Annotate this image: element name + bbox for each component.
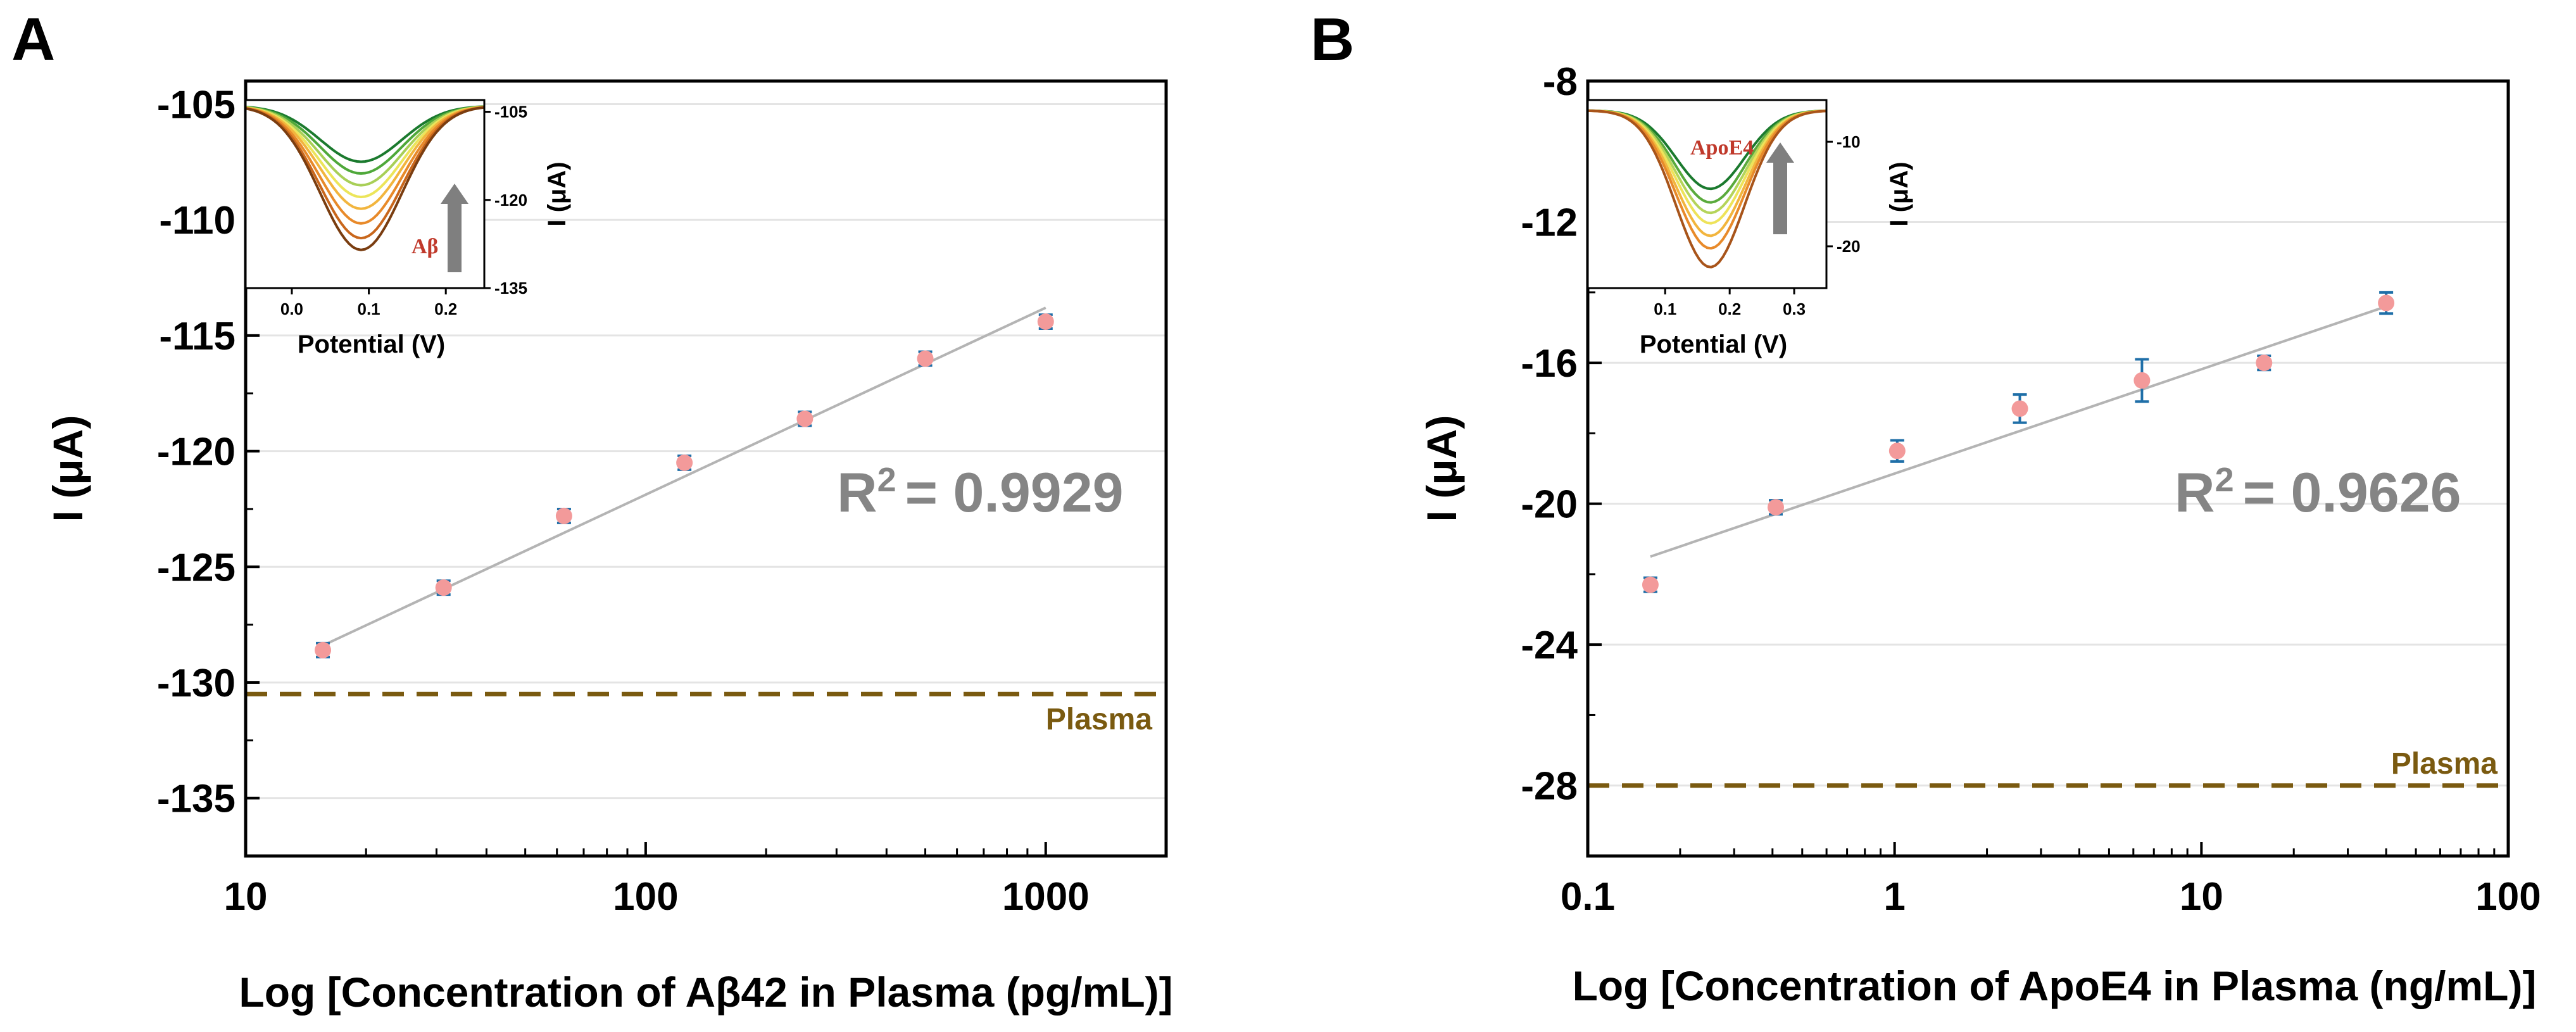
trend-arrow-head [1766, 142, 1794, 163]
dpv-curve [245, 106, 485, 251]
plot-frame [1586, 79, 2510, 858]
dpv-curve [245, 105, 485, 163]
x-axis-title: Log [Concentration of Aβ42 in Plasma (pg… [239, 969, 1172, 1016]
r2-prefix: R [2175, 461, 2215, 524]
dpv-curve [245, 106, 485, 225]
inset-y-tick-label: -120 [494, 191, 527, 210]
r2-superscript: 2 [2215, 461, 2234, 499]
x-tick-label: 10 [2180, 875, 2223, 919]
x-tick-label: 0.1 [1561, 875, 1615, 919]
inset-frame [1586, 99, 1828, 289]
y-tick-label: -130 [157, 662, 236, 705]
data-point [1642, 576, 1659, 593]
inset-x-tick-label: 0.2 [434, 299, 457, 318]
inset-y-tick-label: -20 [1837, 237, 1861, 256]
panel-a: A -105 -110 -115 -120 -125 -130 -135 10 100 1000 Pl… [11, 6, 1173, 1016]
r2-value: = 0.9929 [905, 461, 1124, 524]
data-point [2256, 355, 2273, 372]
trend-arrow-shaft [1773, 161, 1787, 234]
y-tick-label: -8 [1543, 60, 1578, 104]
inset-y-tick-label: -135 [494, 279, 527, 298]
trend-arrow-head [441, 184, 468, 204]
data-point [2378, 294, 2395, 311]
data-point [1888, 443, 1906, 460]
x-tick-label: 1000 [1002, 875, 1090, 919]
trend-arrow [1766, 142, 1794, 234]
data-point [555, 507, 572, 524]
x-tick-label: 1 [1883, 875, 1905, 919]
y-tick-label: -20 [1521, 483, 1578, 527]
r2-value: = 0.9626 [2243, 461, 2461, 524]
y-tick-label: -28 [1521, 765, 1578, 809]
y-tick-label: -105 [157, 84, 236, 127]
y-tick-label: -110 [159, 199, 236, 242]
data-point [2133, 372, 2151, 389]
dpv-curve [1587, 109, 1827, 268]
arrow-label: ApoE4 [1690, 136, 1754, 160]
inset: Aβ 0.0 0.1 0.2 -105 -120 -135 Potential (V) I (μ… [244, 99, 571, 358]
inset: ApoE4 0.1 0.2 0.3 -10 -20 Potential (V) I (μA) [1586, 99, 1913, 358]
panel-b: B -8 -12 -16 -20 -24 -28 0.1 1 10 100 Plasma R2 = 0.9… [1310, 6, 2541, 1009]
x-tick-label: 100 [2475, 875, 2541, 919]
inset-x-axis-title: Potential (V) [298, 330, 445, 358]
x-tick-label: 100 [613, 875, 678, 919]
y-tick-label: -135 [157, 777, 236, 821]
inset-x-tick-label: 0.1 [1654, 299, 1676, 318]
y-axis-title: I (μA) [44, 415, 91, 522]
data-point [315, 641, 332, 658]
plot-frame [244, 79, 1168, 858]
dpv-curve [245, 105, 485, 175]
trend-arrow-shaft [448, 203, 462, 272]
y-tick-label: -115 [159, 315, 236, 358]
y-tick-label: -125 [157, 546, 236, 589]
plasma-label: Plasma [1046, 703, 1152, 736]
y-axis-title: I (μA) [1418, 415, 1465, 522]
data-point [435, 579, 452, 596]
inset-x-tick-label: 0.3 [1783, 299, 1806, 318]
inset-y-tick-label: -105 [494, 103, 527, 122]
y-tick-label: -120 [157, 431, 236, 474]
inset-y-tick-label: -10 [1837, 132, 1861, 151]
r2-annotation: R2 = 0.9929 [837, 461, 1124, 524]
y-tick-label: -24 [1521, 624, 1578, 667]
y-tick-label: -12 [1521, 201, 1578, 245]
inset-x-axis-title: Potential (V) [1640, 330, 1787, 358]
y-tick-label: -16 [1521, 342, 1578, 386]
inset-y-axis-title: I (μA) [543, 161, 571, 226]
dpv-curve [245, 105, 485, 187]
x-tick-label: 10 [224, 875, 268, 919]
trend-arrow [441, 184, 468, 272]
plasma-label: Plasma [2391, 747, 2497, 781]
data-point [796, 410, 814, 427]
r2-prefix: R [837, 461, 877, 524]
inset-y-axis-title: I (μA) [1885, 161, 1913, 226]
inset-x-tick-label: 0.1 [358, 299, 380, 318]
data-point [676, 454, 693, 471]
inset-x-tick-label: 0.0 [280, 299, 303, 318]
panel-label: B [1310, 6, 1354, 73]
data-point [1037, 313, 1054, 330]
data-point [1767, 499, 1784, 516]
inset-frame [244, 99, 486, 289]
data-point [2011, 400, 2028, 417]
panel-label: A [11, 6, 55, 73]
arrow-label: Aβ [412, 235, 438, 258]
dpv-curve [245, 106, 485, 210]
inset-background [1588, 100, 1826, 288]
r2-superscript: 2 [877, 461, 896, 499]
data-point [917, 350, 934, 367]
inset-x-tick-label: 0.2 [1718, 299, 1741, 318]
x-axis-title: Log [Concentration of ApoE4 in Plasma (n… [1573, 962, 2537, 1009]
r2-annotation: R2 = 0.9626 [2175, 461, 2461, 524]
